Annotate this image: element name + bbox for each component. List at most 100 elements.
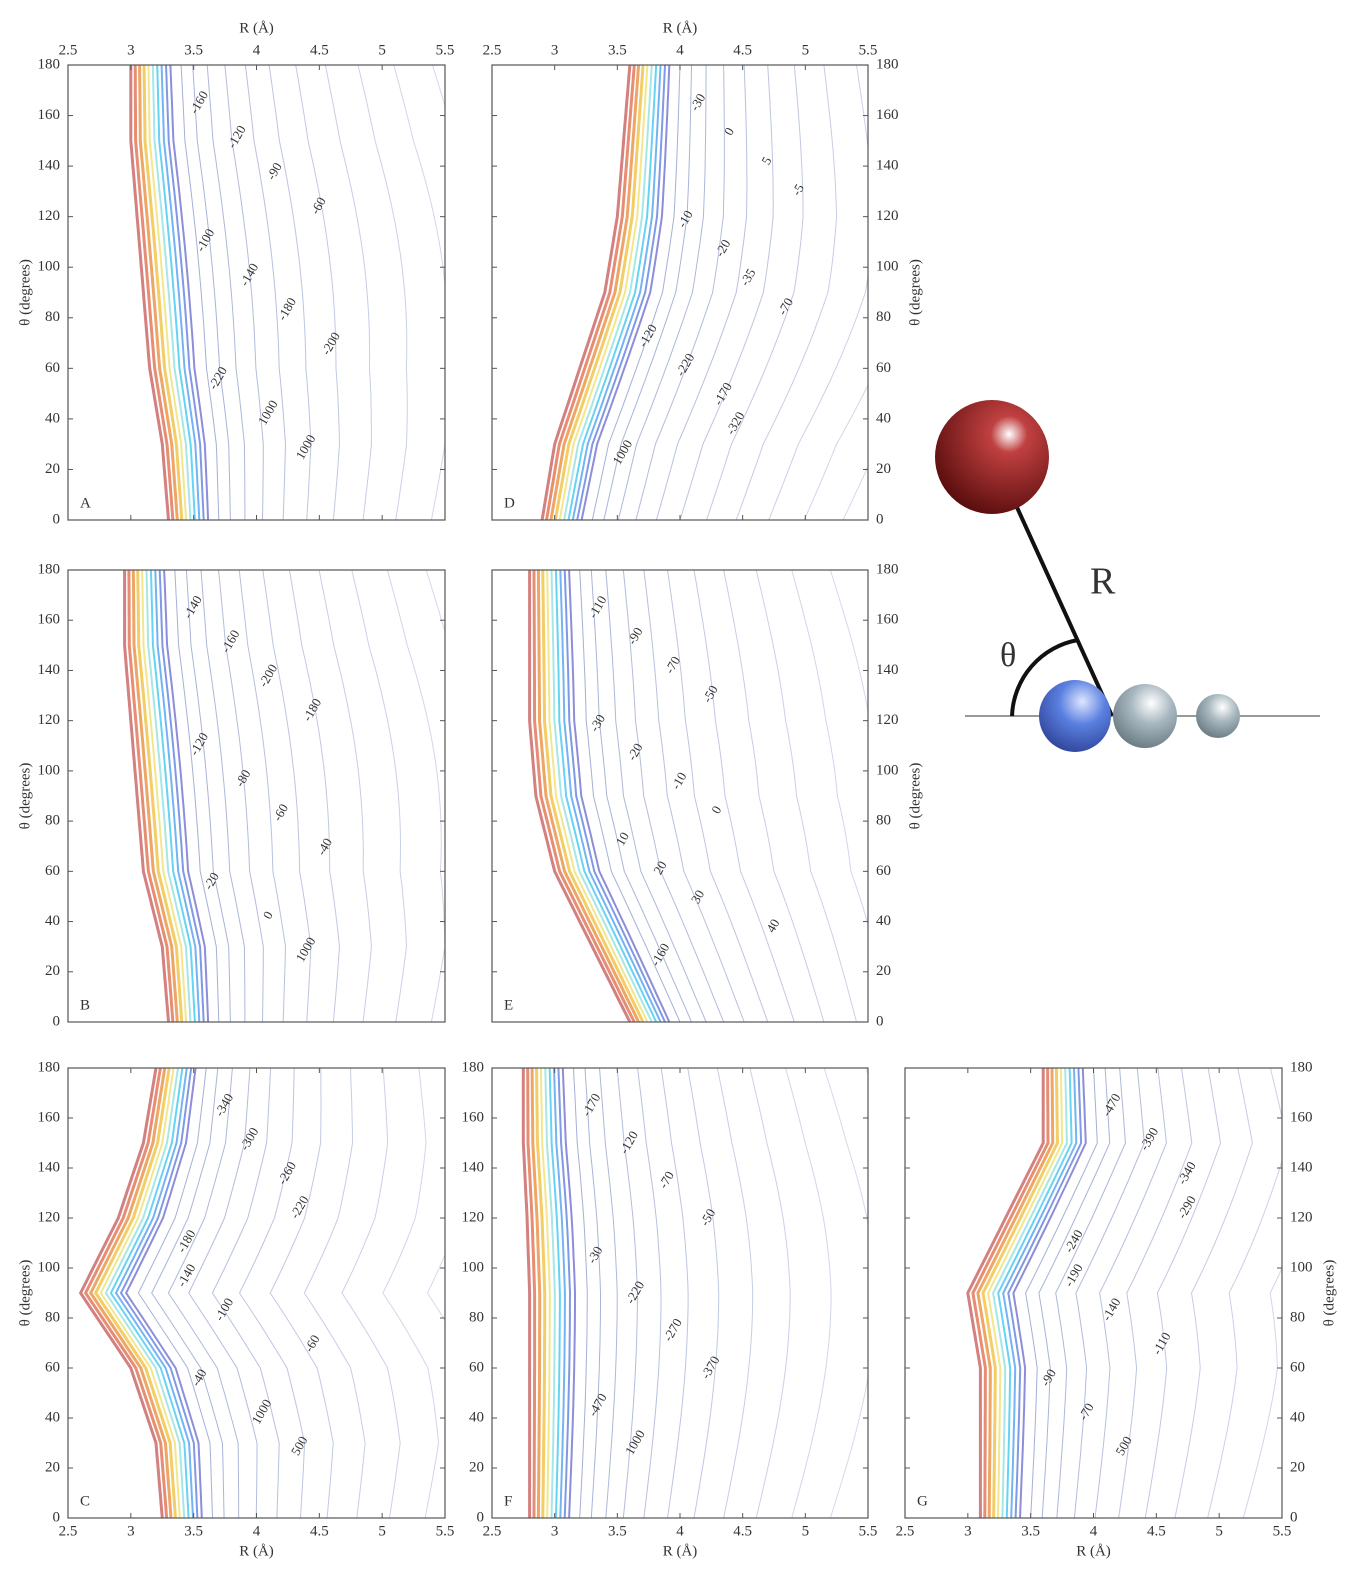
contour-label: -80 — [232, 767, 254, 790]
y-tick-label: 120 — [38, 208, 61, 224]
contour-line — [749, 1068, 791, 1518]
y-axis-label: θ (degrees) — [1321, 1260, 1337, 1327]
contour-line — [576, 65, 666, 520]
contour-line — [142, 65, 184, 520]
contour-line — [637, 1068, 662, 1518]
contour-label: -370 — [698, 1353, 723, 1381]
y-tick-label: 0 — [876, 1013, 884, 1029]
contour-label: -470 — [1099, 1091, 1124, 1119]
contours — [521, 1068, 868, 1518]
contour-line — [206, 65, 246, 520]
contour-label: 1000 — [609, 437, 635, 467]
y-tick-label: 140 — [38, 1159, 61, 1175]
contour-line — [723, 570, 825, 1022]
atom-o — [935, 400, 1049, 514]
contour-label: -140 — [1099, 1295, 1124, 1323]
contour-line — [167, 1068, 240, 1518]
panel-letter: C — [80, 1493, 90, 1509]
contour-line — [468, 570, 533, 1022]
atom-n — [1039, 680, 1111, 752]
contour-line — [635, 65, 725, 520]
plot-frame — [904, 1067, 1283, 1519]
x-tick-label: 5 — [1215, 1523, 1223, 1539]
contour-label: -240 — [1061, 1227, 1086, 1255]
theta-label: θ — [1000, 637, 1016, 674]
contour-label: 30 — [688, 887, 707, 906]
contour-line — [138, 65, 179, 520]
y-tick-label: 100 — [38, 762, 61, 778]
contour-line — [1118, 1068, 1193, 1518]
contour-line — [865, 1068, 868, 1076]
contour-label: -170 — [710, 380, 735, 408]
contour-label: -20 — [624, 741, 646, 764]
contour-label: -180 — [174, 1227, 199, 1255]
y-tick-label: 180 — [1290, 1059, 1313, 1075]
contour-line — [573, 1068, 588, 1518]
contour-label: -220 — [287, 1193, 312, 1221]
contour-label: -40 — [188, 1366, 210, 1389]
r-label: R — [1090, 561, 1116, 603]
y-tick-label: 0 — [53, 1509, 61, 1525]
contour-label: -300 — [236, 1125, 261, 1153]
y-tick-label: 100 — [1290, 1259, 1313, 1275]
contour-line — [1012, 1068, 1087, 1518]
contour-line — [180, 65, 220, 520]
contour-line — [992, 1068, 1068, 1518]
contour-line — [579, 570, 681, 1022]
y-tick-label: 160 — [38, 612, 61, 628]
x-tick-label: 4.5 — [310, 42, 329, 58]
y-tick-label: 100 — [38, 259, 61, 275]
contour-label: -90 — [263, 160, 285, 183]
contour-line — [475, 1068, 525, 1518]
contour-line — [535, 1068, 547, 1518]
y-tick-label: 40 — [469, 1409, 484, 1425]
contour-line — [591, 65, 681, 520]
contour-line — [582, 1068, 626, 1518]
x-tick-label: 2.5 — [896, 1523, 915, 1539]
contour-line — [1007, 1068, 1083, 1518]
contour-label: -10 — [668, 769, 690, 792]
y-tick-label: 40 — [876, 410, 891, 426]
contour-label: -120 — [616, 1128, 641, 1156]
contour-label: 10 — [613, 829, 632, 848]
y-tick-label: 180 — [876, 56, 899, 72]
contour-line — [269, 1068, 334, 1518]
y-tick-label: 80 — [876, 309, 891, 325]
contour-line — [603, 65, 692, 520]
contour-label: 1000 — [255, 397, 281, 427]
y-tick-label: 100 — [38, 1259, 61, 1275]
contour-line — [1242, 1267, 1282, 1518]
contour-line — [536, 570, 640, 1022]
contours — [123, 570, 533, 1022]
contour-line — [288, 570, 341, 1022]
contour-label: -35 — [737, 266, 759, 289]
x-tick-label: 2.5 — [483, 42, 502, 58]
x-tick-label: 4.5 — [310, 1523, 329, 1539]
y-tick-label: 120 — [462, 1209, 485, 1225]
contour-label: -100 — [192, 226, 217, 254]
contour-line — [324, 65, 372, 520]
contours — [540, 65, 868, 520]
theta-arc — [1010, 638, 1079, 717]
y-tick-label: 20 — [1290, 1459, 1305, 1475]
contour-line — [590, 570, 692, 1022]
contour-line — [188, 1068, 258, 1518]
contour-label: 1000 — [292, 934, 318, 964]
y-tick-label: 120 — [876, 208, 899, 224]
y-tick-label: 80 — [876, 813, 891, 829]
contour-line — [558, 65, 649, 520]
x-tick-label: 3 — [964, 1523, 972, 1539]
plot-frame — [491, 569, 869, 1023]
contour-line — [971, 1068, 1050, 1518]
contour-line — [154, 570, 201, 1022]
contour-line — [211, 1068, 280, 1518]
y-tick-label: 20 — [469, 1459, 484, 1475]
contour-line — [580, 65, 671, 520]
y-tick-label: 140 — [1290, 1159, 1313, 1175]
contour-line — [679, 65, 774, 520]
contour-label: -5 — [789, 181, 807, 198]
x-tick-label: 4.5 — [733, 42, 752, 58]
contour-label: -180 — [299, 696, 324, 724]
y-tick-label: 40 — [45, 410, 60, 426]
x-tick-label: 4 — [253, 42, 261, 58]
